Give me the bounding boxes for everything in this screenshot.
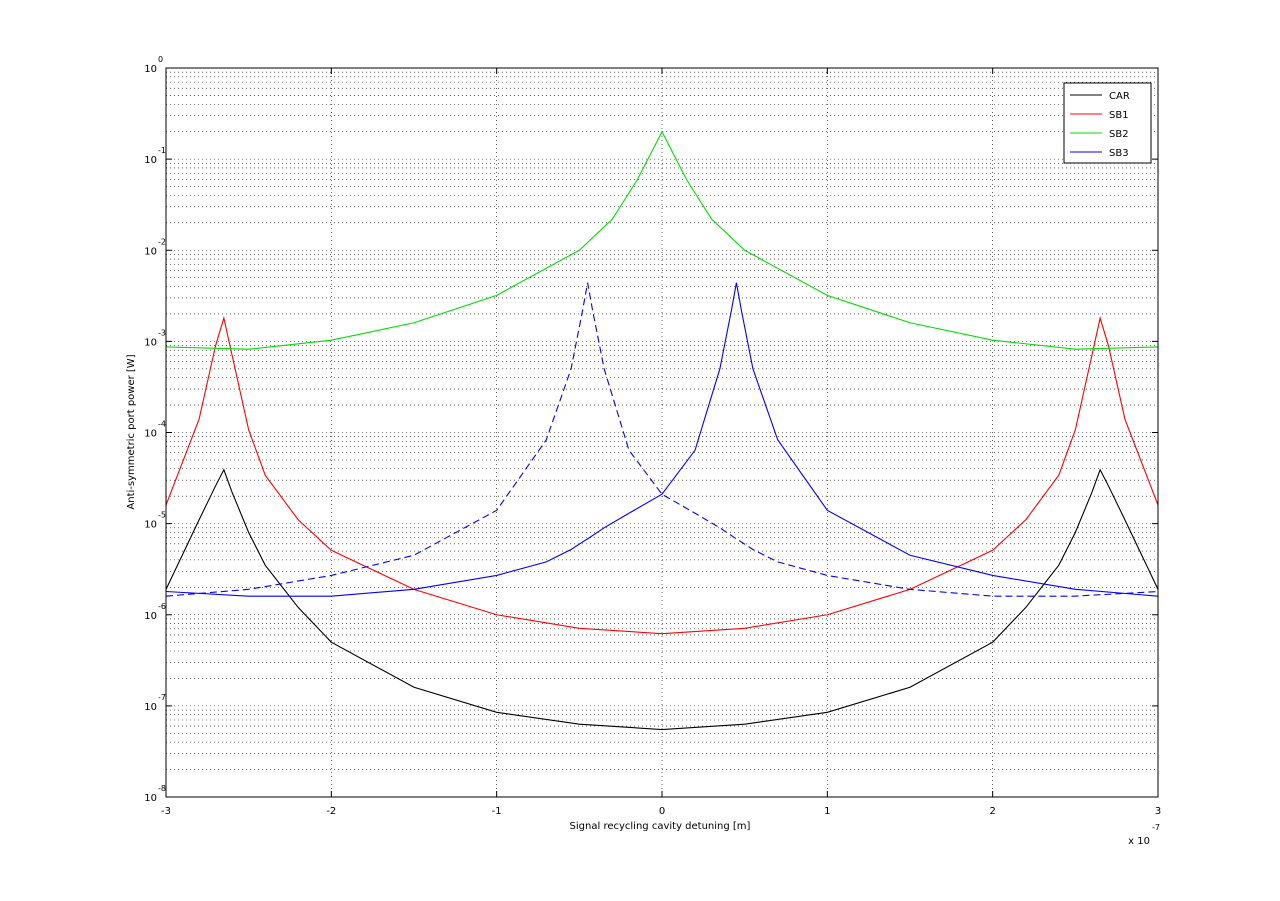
legend-box	[1063, 82, 1152, 164]
y-tick-label: 10	[144, 429, 157, 440]
y-tick-label: 10	[144, 155, 157, 166]
grid-layer	[165, 67, 1159, 798]
legend: CAR SB1 SB2 SB3	[1063, 82, 1152, 164]
series-line	[165, 282, 1159, 597]
x-tick-label: -1	[492, 806, 502, 817]
x-tick-label: -3	[161, 806, 171, 817]
y-tick-exponent: -4	[158, 420, 166, 429]
y-tick-exponent: -5	[158, 511, 166, 520]
series-line	[165, 468, 1159, 731]
y-tick-exponent: -8	[158, 784, 166, 793]
legend-label: SB2	[1109, 129, 1129, 140]
y-tick-label: 10	[144, 64, 157, 75]
y-tick-label: 10	[144, 520, 157, 531]
x-multiplier: x 10	[1128, 836, 1150, 847]
x-multiplier-exponent: -7	[1152, 823, 1160, 832]
y-tick-label: 10	[144, 337, 157, 348]
plot-frame	[165, 67, 1159, 798]
x-tick-label: 2	[989, 806, 995, 817]
series-line	[165, 282, 1159, 597]
y-tick-label: 10	[144, 702, 157, 713]
x-tick-label: 0	[659, 806, 665, 817]
y-tick-label: 10	[144, 793, 157, 804]
y-tick-exponent: -2	[158, 237, 166, 246]
legend-label: SB3	[1109, 148, 1129, 159]
series-line	[165, 130, 1159, 350]
x-tick-label: 1	[824, 806, 830, 817]
y-tick-exponent: -6	[158, 602, 166, 611]
x-tick-label: -2	[326, 806, 336, 817]
y-tick-exponent: -7	[158, 693, 166, 702]
x-tick-label: 3	[1155, 806, 1161, 817]
legend-label: SB1	[1109, 110, 1129, 121]
y-tick-exponent: -3	[158, 328, 166, 337]
y-tick-label: 10	[144, 246, 157, 257]
line-layer	[165, 130, 1159, 731]
y-axis-label: Anti-symmetric port power [W]	[126, 354, 137, 509]
series-line	[165, 315, 1159, 635]
y-tick-label: 10	[144, 611, 157, 622]
legend-label: CAR	[1109, 91, 1130, 102]
x-axis-label: Signal recycling cavity detuning [m]	[570, 821, 751, 832]
y-tick-exponent: -1	[158, 146, 166, 155]
y-tick-exponent: 0	[158, 55, 163, 64]
